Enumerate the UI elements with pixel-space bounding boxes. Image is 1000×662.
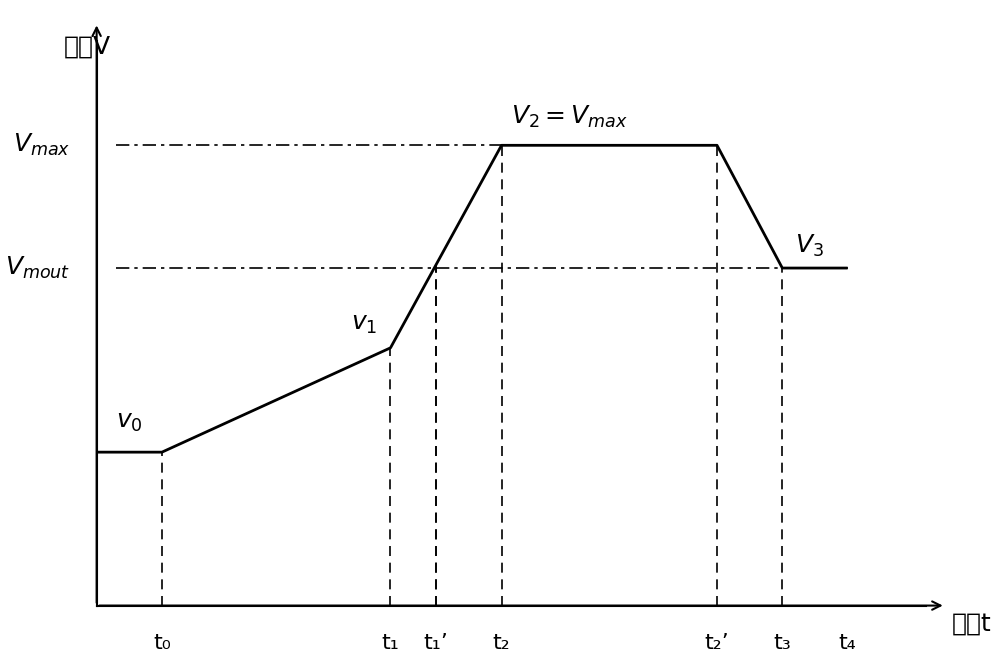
Text: t₁’: t₁’: [424, 633, 449, 653]
Text: 速度V: 速度V: [64, 35, 111, 59]
Text: $V_{mout}$: $V_{mout}$: [5, 255, 71, 281]
Text: $V_3$: $V_3$: [795, 232, 824, 259]
Text: t₁: t₁: [382, 633, 399, 653]
Text: 时间t: 时间t: [952, 612, 992, 636]
Text: $v_1$: $v_1$: [351, 312, 377, 336]
Text: $V_{max}$: $V_{max}$: [13, 132, 71, 158]
Text: t₄: t₄: [839, 633, 856, 653]
Text: t₂: t₂: [493, 633, 510, 653]
Text: $v_0$: $v_0$: [116, 410, 142, 434]
Text: t₂’: t₂’: [705, 633, 729, 653]
Text: $V_2=V_{max}$: $V_2=V_{max}$: [511, 104, 628, 130]
Text: t₀: t₀: [153, 633, 171, 653]
Text: t₃: t₃: [773, 633, 791, 653]
